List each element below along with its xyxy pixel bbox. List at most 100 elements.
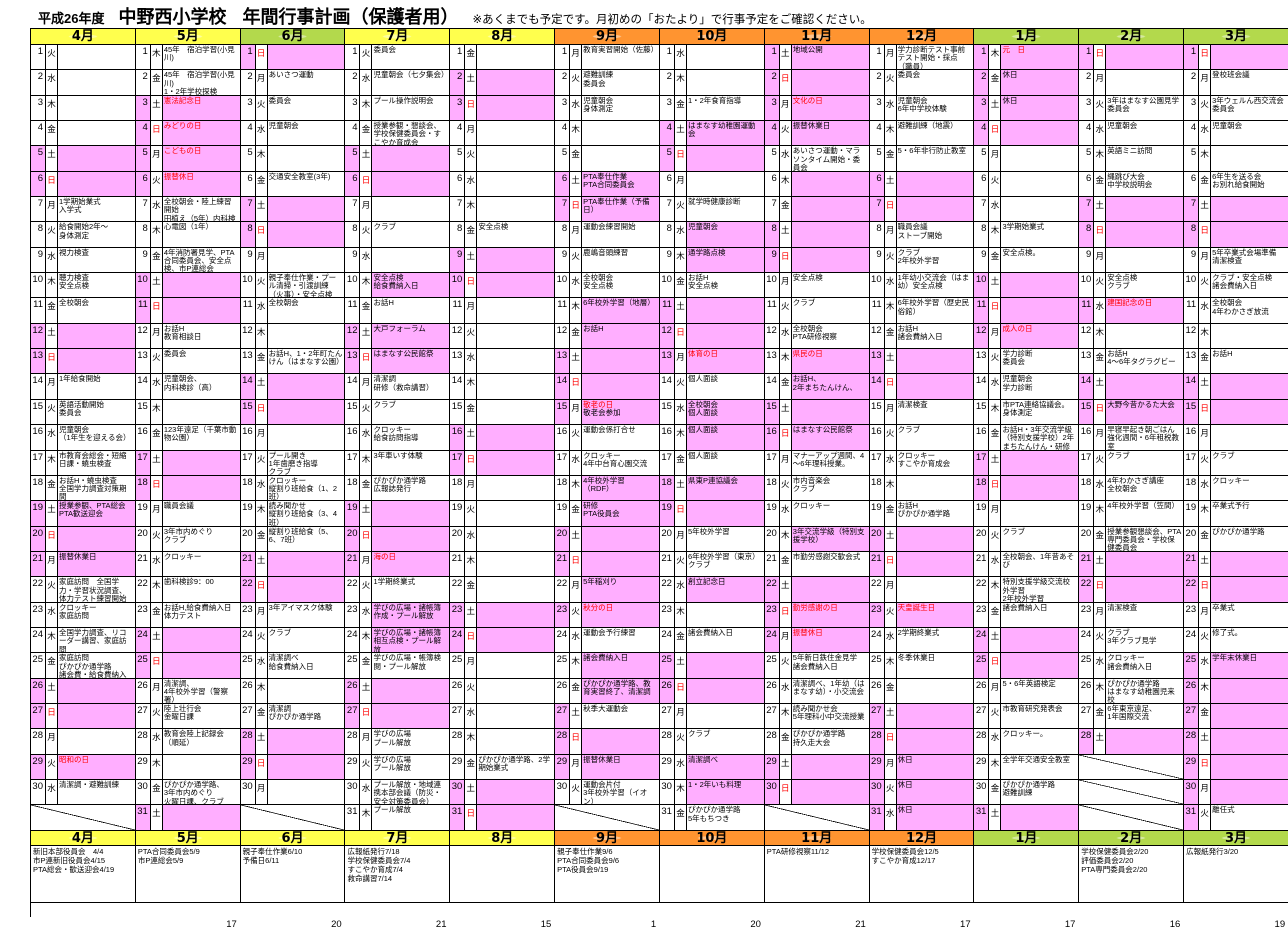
weekday-label: 土 — [150, 273, 163, 299]
weekday-label: 日 — [46, 526, 58, 552]
event-cell: 1年給食開始 — [58, 374, 136, 400]
event-cell — [162, 273, 241, 299]
event-cell: 避難訓練（地震） — [896, 121, 975, 147]
weekday-label: 月 — [674, 526, 687, 552]
event-cell: クラブ — [1001, 526, 1080, 552]
weekday-label: 木 — [674, 779, 687, 806]
event-cell — [267, 399, 346, 426]
weekday-label: 月 — [360, 374, 373, 400]
event-cell — [1001, 653, 1080, 679]
school-day-count: 20 — [750, 918, 761, 930]
weekday-label: 土 — [1199, 551, 1212, 578]
day-number: 4 — [869, 121, 885, 147]
weekday-label: 火 — [46, 577, 58, 603]
event-cell — [267, 247, 346, 274]
day-number: 22 — [1184, 577, 1200, 603]
event-cell: 学びの広場 プール解放 — [372, 754, 451, 780]
event-cell — [1001, 121, 1080, 147]
event-cell — [267, 425, 346, 451]
day-number: 8 — [555, 222, 571, 248]
day-number: 1 — [345, 45, 361, 71]
month-header-top-8月: 8月 — [450, 29, 556, 45]
day-number: 19 — [974, 501, 990, 527]
day-number: 25 — [555, 653, 571, 679]
day-number: 26 — [974, 678, 990, 704]
weekday-label: 日 — [46, 171, 58, 198]
weekday-label: 月 — [46, 197, 58, 223]
event-cell — [477, 602, 556, 628]
day-number: 26 — [659, 678, 675, 704]
weekday-label: 土 — [465, 70, 478, 96]
day-number: 15 — [135, 399, 151, 426]
day-number: 18 — [555, 475, 571, 502]
event-cell — [477, 121, 556, 147]
weekday-label: 土 — [150, 450, 163, 476]
day-number: 6 — [764, 171, 780, 198]
event-cell: PTA奉仕作業 PTA合同委員会 — [582, 171, 660, 198]
event-cell: 5・6年英語検定 — [1001, 678, 1080, 704]
weekday-label: 金 — [360, 653, 373, 679]
day-number: 21 — [659, 551, 675, 578]
event-cell: 5年新日鉄住金見学 諸会費納入日 — [791, 653, 870, 679]
day-number: 1 — [659, 45, 675, 71]
day-number: 18 — [1079, 475, 1095, 502]
weekday-label: 木 — [570, 121, 583, 147]
weekday-label: 金 — [1199, 349, 1212, 375]
event-cell: 学びの広場・諸帳簿相互点検・プール解放 — [372, 627, 451, 654]
weekday-label: 月 — [46, 374, 58, 400]
weekday-label: 水 — [255, 475, 268, 502]
event-cell — [372, 678, 451, 704]
day-number: 15 — [1184, 399, 1200, 426]
event-cell: お話H 4～6年タグラグビー — [1106, 349, 1185, 375]
weekday-label: 土 — [150, 627, 163, 654]
day-number: 14 — [1184, 374, 1200, 400]
day-number: 16 — [659, 425, 675, 451]
event-cell: 諸会費納入日 — [1001, 602, 1080, 628]
day-number: 23 — [240, 602, 256, 628]
event-cell: 家庭訪問 ぴかぴか通学路 諸会費・給食費納入日 — [58, 653, 136, 679]
day-number: 17 — [135, 450, 151, 476]
day-number: 16 — [135, 425, 151, 451]
day-number: 17 — [1079, 450, 1095, 476]
day-number: 1 — [869, 45, 885, 71]
event-cell: 6年東京遠足、 1年国際交流 — [1106, 703, 1185, 730]
day-number: 23 — [869, 602, 885, 628]
event-cell: お話H、1・2年町たんけん（はまなす公園） — [267, 349, 346, 375]
day-number: 18 — [31, 475, 46, 502]
month-header-bottom-6月: 6月 — [240, 830, 346, 846]
weekday-label: 月 — [150, 678, 163, 704]
weekday-label: 土 — [465, 247, 478, 274]
weekday-label: 日 — [570, 729, 583, 755]
weekday-label: 土 — [360, 146, 373, 172]
weekday-label: 木 — [779, 171, 792, 198]
holiday-name: 憲法記念日 — [163, 95, 202, 105]
weekday-label: 金 — [1199, 171, 1212, 198]
weekday-label: 木 — [1094, 146, 1107, 172]
weekday-label: 火 — [1094, 95, 1107, 122]
weekday-label: 火 — [255, 450, 268, 476]
weekday-label: 月 — [150, 323, 163, 350]
day-number: 8 — [31, 222, 46, 248]
weekday-label: 金 — [150, 602, 163, 628]
event-cell: 憲法記念日 — [162, 95, 241, 122]
weekday-label: 金 — [779, 729, 792, 755]
pta-notes-cell: 親子奉仕作業6/10 予備日6/11 — [240, 845, 346, 903]
event-cell — [58, 171, 136, 198]
event-cell: 安全点検。 — [1001, 247, 1080, 274]
weekday-label: 木 — [1199, 146, 1212, 172]
day-number: 17 — [345, 450, 361, 476]
weekday-label: 月 — [884, 399, 897, 426]
day-number: 10 — [135, 273, 151, 299]
day-number: 28 — [345, 729, 361, 755]
event-cell: 早寝早起き朝ごはん強化週間・6年租税教室 — [1106, 425, 1185, 451]
day-number: 4 — [659, 121, 675, 147]
weekday-label: 土 — [674, 653, 687, 679]
day-number: 5 — [1184, 146, 1200, 172]
event-cell: 45年 宿泊学習(小見川) — [162, 45, 241, 71]
event-cell — [686, 45, 765, 71]
weekday-label: 土 — [1199, 197, 1212, 223]
weekday-label: 木 — [150, 45, 163, 71]
weekday-label: 火 — [884, 602, 897, 628]
day-number: 14 — [240, 374, 256, 400]
weekday-label: 日 — [779, 602, 792, 628]
